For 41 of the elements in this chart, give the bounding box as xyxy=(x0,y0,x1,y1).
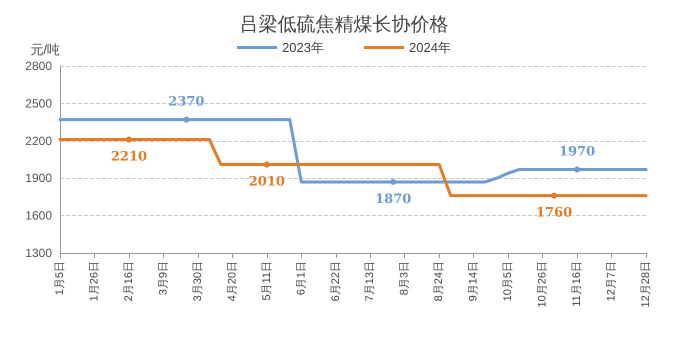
y-tick-label: 1300 xyxy=(25,246,52,260)
y-tick-label: 1600 xyxy=(25,208,52,223)
x-tick-label: 12月28日 xyxy=(640,261,652,308)
y-tick-label: 1900 xyxy=(25,171,52,186)
data-label: 2210 xyxy=(110,150,148,165)
x-tick-label: 12月7日 xyxy=(606,261,618,302)
data-label: 2010 xyxy=(248,174,285,190)
data-label: 1760 xyxy=(536,206,572,221)
x-tick-label: 10月5日 xyxy=(502,261,514,302)
x-tick-label: 9月14日 xyxy=(468,261,480,302)
y-tick-label: 2500 xyxy=(25,96,52,110)
point xyxy=(264,161,270,168)
y-tick-label: 2800 xyxy=(25,59,52,73)
point xyxy=(183,116,190,123)
data-label: 1870 xyxy=(375,192,412,207)
x-tick-label: 4月20日 xyxy=(226,261,238,302)
x-tick-label: 8月3日 xyxy=(398,261,411,296)
point xyxy=(551,192,558,199)
data-label: 1970 xyxy=(558,144,596,160)
x-tick-label: 5月11日 xyxy=(260,261,273,301)
line-series xyxy=(58,116,648,185)
data-label: 2370 xyxy=(168,94,204,110)
x-tick-label: 6月22日 xyxy=(330,261,342,302)
y-axis-title: 元/吨 xyxy=(30,42,60,57)
chart-title: 吕梁低硫焦精煤长协价格 xyxy=(240,14,448,36)
point xyxy=(126,136,132,143)
x-tick-label: 3月30日 xyxy=(192,261,204,302)
x-tick-label: 8月24日 xyxy=(433,261,446,302)
x-tick-label: 1月5日 xyxy=(54,261,66,296)
x-tick-label: 1月26日 xyxy=(88,261,100,302)
x-tick-label: 3月9日 xyxy=(157,261,170,296)
x-tick-label: 11月16日 xyxy=(571,261,584,307)
x-tick-label: 7月13日 xyxy=(364,261,376,302)
y-tick-label: 2200 xyxy=(25,134,52,148)
x-tick-label: 10月26日 xyxy=(536,261,549,308)
legend-label: 2023年 xyxy=(282,40,324,55)
x-tick-label: 2月16日 xyxy=(122,261,135,302)
x-tick-label: 6月1日 xyxy=(295,261,308,296)
point xyxy=(390,178,396,185)
legend-label: 2024年 xyxy=(409,40,451,55)
point xyxy=(574,166,580,172)
